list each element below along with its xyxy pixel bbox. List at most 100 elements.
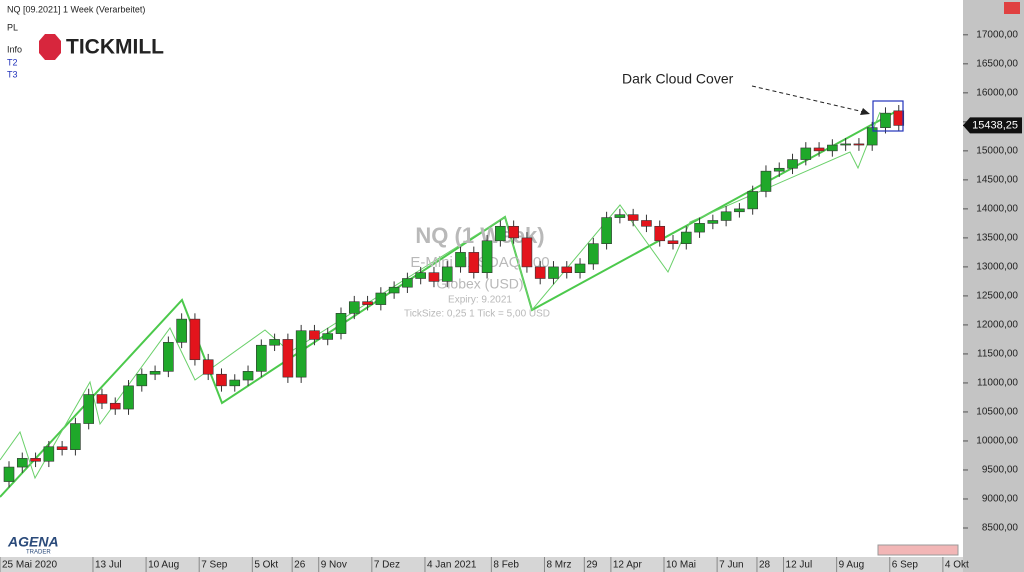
y-tick-label: 10500,00 [976, 407, 1018, 418]
candle-body [335, 313, 347, 334]
annotation: Dark Cloud Cover [622, 71, 734, 87]
candle-body [441, 266, 453, 282]
y-tick-label: 13000,00 [976, 262, 1018, 273]
candle-body [229, 379, 241, 387]
candle-body [70, 423, 81, 450]
candle-body [30, 458, 41, 462]
candle-body [455, 252, 466, 268]
candle-body [707, 220, 719, 224]
candle-body [720, 211, 732, 221]
candle-body [601, 217, 612, 244]
candle-body [880, 112, 891, 128]
candle-body [866, 127, 878, 146]
marks [3, 105, 905, 488]
candle-body [468, 252, 480, 273]
x-tick-label: 12 Apr [613, 560, 643, 571]
last-price-label: 15438,25 [972, 119, 1018, 131]
candle-body [548, 266, 559, 279]
footer-logo: AGENA [7, 534, 59, 550]
watermark: NQ (1 Week) E-Mini NASDAQ 100 Globex (US… [404, 223, 550, 320]
watermark-exchange: Globex (USD) [436, 276, 523, 292]
candle-body [694, 223, 705, 233]
x-tick-label: 6 Sep [892, 560, 919, 571]
candle-body [362, 301, 373, 305]
header-line: T2 [7, 57, 18, 67]
scroll-indicator[interactable] [877, 544, 959, 556]
y-tick-label: 16500,00 [976, 58, 1018, 69]
y-tick-label: 10000,00 [976, 436, 1018, 447]
header-line: Info [7, 44, 22, 54]
candle-body [747, 191, 758, 210]
candle-body [282, 339, 294, 378]
candle-body [322, 333, 334, 340]
y-tick-label: 11500,00 [977, 349, 1018, 360]
plot-area [0, 0, 963, 557]
candle-body [521, 237, 533, 268]
candle-body [641, 220, 652, 227]
logo-text: TICKMILL [66, 36, 164, 59]
candle-body [800, 147, 812, 160]
candle-body [827, 144, 838, 152]
x-tick-label: 25 Mai 2020 [2, 560, 57, 571]
candle-body [574, 263, 586, 273]
x-tick-label: 10 Mai [666, 560, 696, 571]
candle-body [627, 214, 639, 221]
candle-body [534, 266, 546, 279]
zigzag-trend [0, 111, 896, 498]
candle-body [202, 359, 214, 375]
header-line: PL [7, 22, 18, 32]
x-tick-label: 13 Jul [95, 560, 122, 571]
x-tick-label: 5 Okt [254, 560, 278, 571]
candle-body [428, 272, 440, 282]
y-tick-label: 8500,00 [982, 523, 1019, 534]
x-tick-label: 9 Nov [321, 560, 347, 571]
candle-body [840, 143, 851, 146]
candle-body [269, 339, 280, 346]
candle-body [123, 385, 134, 410]
candle-body [348, 301, 360, 314]
candle-body [760, 170, 772, 192]
close-button[interactable] [1004, 2, 1020, 14]
candle-body [16, 458, 28, 468]
y-tick-label: 14500,00 [976, 175, 1018, 186]
candle-body [853, 143, 865, 146]
candle-body [295, 330, 307, 378]
annotation-arrow [751, 85, 865, 113]
x-tick-label: 4 Jan 2021 [427, 560, 477, 571]
candle-body [149, 371, 161, 375]
x-tick-label: 26 [294, 560, 306, 571]
x-tick-label: 28 [759, 560, 771, 571]
y-tick-label: 12500,00 [976, 291, 1018, 302]
arrow-head [860, 108, 870, 115]
candle-body [43, 446, 55, 462]
candle-body [614, 214, 626, 218]
candle-body [3, 466, 15, 482]
candle-body [415, 272, 426, 279]
watermark-ticksize: TickSize: 0,25 1 Tick = 5,00 USD [404, 309, 550, 320]
y-tick-label: 13500,00 [976, 233, 1018, 244]
y-tick-label: 12000,00 [976, 320, 1018, 331]
y-tick-label: 17000,00 [976, 29, 1018, 40]
candle-body [495, 225, 506, 242]
candle-body [242, 371, 254, 381]
header-line: NQ [09.2021] 1 Week (Verarbeitet) [7, 4, 145, 14]
candle-body [189, 318, 201, 361]
y-tick-label: 9000,00 [982, 494, 1019, 505]
y-tick-label: 14000,00 [976, 204, 1018, 215]
y-tick-label: 15000,00 [976, 145, 1018, 156]
candle-body [388, 286, 400, 294]
x-tick-label: 12 Jul [786, 560, 813, 571]
candle-body [813, 147, 825, 152]
candle-body [375, 292, 387, 305]
x-tick-label: 7 Jun [719, 560, 743, 571]
candle-body [773, 167, 785, 172]
x-tick-label: 7 Sep [201, 560, 228, 571]
x-tick-label: 9 Aug [839, 560, 865, 571]
pattern-box [872, 100, 904, 132]
candle-body [216, 373, 227, 387]
x-tick-label: 29 [586, 560, 598, 571]
candle-body [667, 240, 679, 244]
y-axis-panel [963, 0, 1024, 572]
candle-body [96, 394, 108, 404]
